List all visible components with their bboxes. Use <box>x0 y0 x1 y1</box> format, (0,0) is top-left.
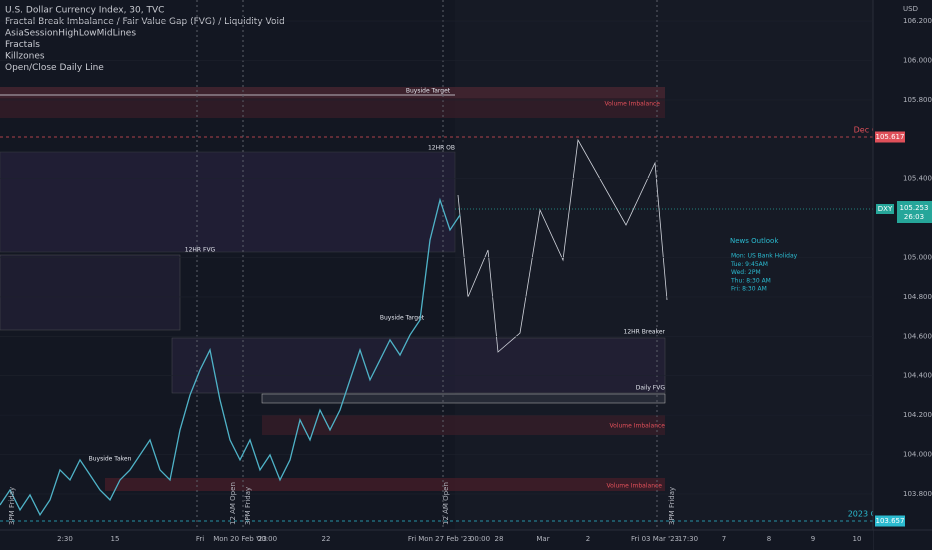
y-tick-label: 104.400 <box>903 372 932 380</box>
y-tick-label: 105.400 <box>903 175 932 183</box>
ob-zone <box>0 151 456 253</box>
annotation: 12HR Breaker <box>624 329 666 336</box>
annotation: Buyside Target <box>406 88 451 95</box>
annotation: Buyside Target <box>380 315 425 322</box>
x-tick-label: 2 <box>586 535 590 543</box>
x-tick-label: Fri 03 Mar '23 <box>631 535 679 543</box>
x-tick-label: 9 <box>811 535 815 543</box>
news-line: Fri: 8:30 AM <box>731 286 767 293</box>
session-label: 12 AM Open <box>442 482 450 525</box>
news-line: Tue: 9:45AM <box>730 261 768 268</box>
time-axis <box>0 530 873 550</box>
y-tick-label: 106.000 <box>903 56 932 64</box>
chart-title: U.S. Dollar Currency Index, 30, TVC <box>5 6 164 16</box>
y-tick-label: 104.600 <box>903 332 932 340</box>
news-line: Wed: 2PM <box>731 269 761 276</box>
annotation: 12HR FVG <box>185 247 216 254</box>
session-label: 12 AM Open <box>229 482 237 525</box>
buyside-zone <box>0 87 665 98</box>
x-tick-label: 10 <box>853 535 862 543</box>
annotation: Volume Imbalance <box>607 483 663 490</box>
x-tick-label: 17:30 <box>678 535 698 543</box>
annotation: 12HR OB <box>428 145 455 152</box>
badge-text: 105.617 <box>876 133 905 141</box>
session-label: 3PM Friday <box>668 487 676 525</box>
indicator-label: Fractals <box>5 40 40 50</box>
x-tick-label: 15 <box>111 535 120 543</box>
currency-label: USD <box>903 5 918 13</box>
indicator-label: Open/Close Daily Line <box>5 63 104 73</box>
news-line: Mon: US Bank Holiday <box>731 253 798 260</box>
price-badge <box>875 515 905 527</box>
daily-fvg-zone <box>261 393 666 404</box>
annotation: Buyside Taken <box>89 456 132 463</box>
x-tick-label: Fri <box>196 535 204 543</box>
annotation: Volume Imbalance <box>610 423 666 430</box>
y-tick-label: 106.200 <box>903 17 932 25</box>
x-tick-label: 8 <box>767 535 771 543</box>
indicator-label: Fractal Break Imbalance / Fair Value Gap… <box>5 17 285 27</box>
volume-zone-mid <box>262 415 665 435</box>
price-badge <box>875 131 905 143</box>
price-line <box>0 197 461 517</box>
session-label: 3PM Friday <box>244 487 252 525</box>
session-label: 3PM Friday <box>8 487 16 525</box>
indicator-label: Killzones <box>5 52 45 62</box>
zones <box>0 0 873 530</box>
x-tick-label: 00:00 <box>470 535 490 543</box>
y-tick-label: 105.800 <box>903 96 932 104</box>
indicator-label: AsiaSessionHighLowMidLines <box>5 29 136 39</box>
annotation: 2023 Open <box>848 510 892 519</box>
news-title: News Outlook <box>730 237 779 245</box>
x-tick-label: 00:00 <box>257 535 277 543</box>
y-tick-label: 104.200 <box>903 411 932 419</box>
y-tick-label: 103.800 <box>903 490 932 498</box>
badge-text: 26:03 <box>904 213 924 221</box>
projection-path <box>457 138 668 353</box>
x-tick-label: Mon 27 Feb '23 <box>418 535 472 543</box>
annotation: Daily FVG <box>636 385 666 392</box>
price-badge <box>897 201 932 223</box>
x-tick-label: 7 <box>722 535 726 543</box>
badge-text: DXY <box>878 205 893 213</box>
badge-text: 103.657 <box>876 517 905 525</box>
breaker-zone <box>171 337 666 394</box>
y-tick-label: 104.000 <box>903 451 932 459</box>
x-tick-label: Mar <box>536 535 549 543</box>
volume-zone-low <box>105 478 665 491</box>
y-tick-label: 104.800 <box>903 293 932 301</box>
annotation: Volume Imbalance <box>605 101 661 108</box>
price-axis <box>873 0 932 550</box>
x-tick-label: 22 <box>322 535 331 543</box>
volume-zone <box>0 98 665 118</box>
news-line: Thu: 8:30 AM <box>730 277 771 284</box>
x-tick-label: Mon 20 Feb '23 <box>213 535 267 543</box>
x-tick-label: Fri <box>408 535 416 543</box>
y-tick-label: 105.000 <box>903 254 932 262</box>
badge-text: 105.253 <box>900 204 929 212</box>
fvg-zone <box>0 254 181 331</box>
x-tick-label: 28 <box>495 535 504 543</box>
x-tick-label: 2:30 <box>57 535 73 543</box>
symbol-badge <box>876 204 894 214</box>
